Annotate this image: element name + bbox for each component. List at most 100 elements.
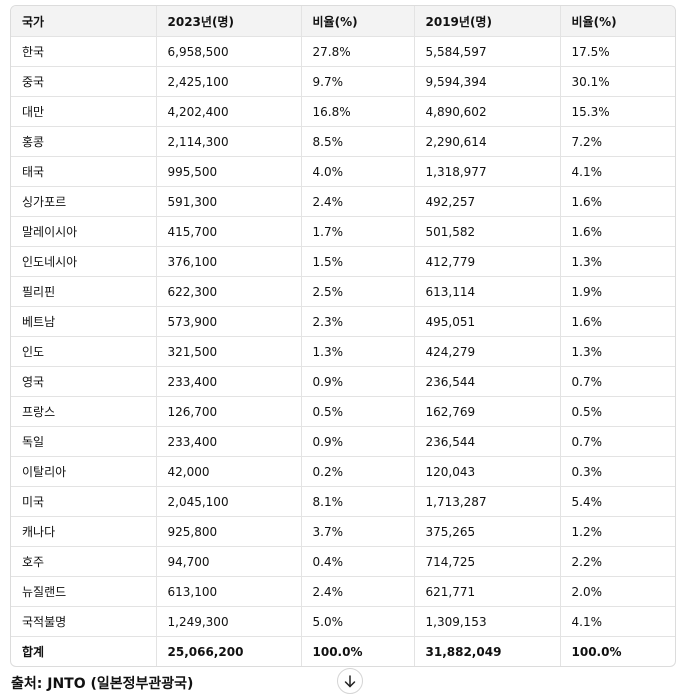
ratio-2019-cell: 0.7% [560,366,675,397]
count-2019-cell: 2,290,614 [414,126,561,157]
total-2023-ratio: 100.0% [301,636,415,666]
table-row: 대만 4,202,400 16.8% 4,890,602 15.3% [11,96,675,127]
ratio-2019-cell: 4.1% [560,606,675,637]
ratio-2019-cell: 1.6% [560,216,675,247]
ratio-2023-cell: 0.4% [301,546,415,577]
count-2019-cell: 495,051 [414,306,561,337]
country-cell: 태국 [11,156,157,187]
count-2023-cell: 1,249,300 [156,606,302,637]
count-2023-cell: 126,700 [156,396,302,427]
country-cell: 말레이시아 [11,216,157,247]
ratio-2019-cell: 5.4% [560,486,675,517]
count-2023-cell: 233,400 [156,366,302,397]
count-2019-cell: 424,279 [414,336,561,367]
country-cell: 인도 [11,336,157,367]
ratio-2023-cell: 1.3% [301,336,415,367]
ratio-2019-cell: 1.3% [560,336,675,367]
count-2023-cell: 995,500 [156,156,302,187]
count-2019-cell: 236,544 [414,426,561,457]
ratio-2023-cell: 8.1% [301,486,415,517]
count-2023-cell: 415,700 [156,216,302,247]
total-2023-count: 25,066,200 [156,636,302,666]
count-2019-cell: 621,771 [414,576,561,607]
header-2023-ratio: 비율(%) [301,6,415,37]
ratio-2023-cell: 0.9% [301,426,415,457]
ratio-2023-cell: 0.9% [301,366,415,397]
ratio-2019-cell: 1.3% [560,246,675,277]
visitor-table: 국가 2023년(명) 비율(%) 2019년(명) 비율(%) 한국 6,958… [11,6,675,666]
table-row: 필리핀 622,300 2.5% 613,114 1.9% [11,276,675,307]
ratio-2019-cell: 0.3% [560,456,675,487]
ratio-2023-cell: 27.8% [301,36,415,67]
table-row: 싱가포르 591,300 2.4% 492,257 1.6% [11,186,675,217]
header-country: 국가 [11,6,157,37]
ratio-2019-cell: 1.6% [560,186,675,217]
ratio-2019-cell: 1.9% [560,276,675,307]
table-row: 중국 2,425,100 9.7% 9,594,394 30.1% [11,66,675,97]
count-2023-cell: 4,202,400 [156,96,302,127]
count-2019-cell: 162,769 [414,396,561,427]
ratio-2023-cell: 0.2% [301,456,415,487]
ratio-2023-cell: 0.5% [301,396,415,427]
ratio-2023-cell: 1.7% [301,216,415,247]
scroll-down-button[interactable] [337,668,363,694]
ratio-2019-cell: 1.6% [560,306,675,337]
country-cell: 영국 [11,366,157,397]
country-cell: 필리핀 [11,276,157,307]
count-2019-cell: 501,582 [414,216,561,247]
table-row: 홍콩 2,114,300 8.5% 2,290,614 7.2% [11,126,675,157]
count-2019-cell: 1,713,287 [414,486,561,517]
ratio-2019-cell: 2.2% [560,546,675,577]
count-2019-cell: 412,779 [414,246,561,277]
ratio-2019-cell: 7.2% [560,126,675,157]
ratio-2023-cell: 2.4% [301,186,415,217]
table-row: 뉴질랜드 613,100 2.4% 621,771 2.0% [11,576,675,607]
country-cell: 홍콩 [11,126,157,157]
source-caption: 출처: JNTO (일본정부관광국) [11,676,194,692]
count-2019-cell: 375,265 [414,516,561,547]
ratio-2019-cell: 4.1% [560,156,675,187]
total-2019-ratio: 100.0% [571,644,622,659]
table-row: 독일 233,400 0.9% 236,544 0.7% [11,426,675,457]
count-2023-cell: 2,045,100 [156,486,302,517]
table-header-row: 국가 2023년(명) 비율(%) 2019년(명) 비율(%) [11,6,675,37]
count-2019-cell: 1,318,977 [414,156,561,187]
count-2023-cell: 376,100 [156,246,302,277]
country-cell: 인도네시아 [11,246,157,277]
country-cell: 국적불명 [11,606,157,637]
table-row: 말레이시아 415,700 1.7% 501,582 1.6% [11,216,675,247]
count-2023-cell: 591,300 [156,186,302,217]
country-cell: 이탈리아 [11,456,157,487]
count-2019-cell: 120,043 [414,456,561,487]
count-2023-cell: 233,400 [156,426,302,457]
ratio-2023-cell: 2.3% [301,306,415,337]
table-row: 미국 2,045,100 8.1% 1,713,287 5.4% [11,486,675,517]
country-cell: 베트남 [11,306,157,337]
count-2019-cell: 5,584,597 [414,36,561,67]
table-row: 인도네시아 376,100 1.5% 412,779 1.3% [11,246,675,277]
country-cell: 미국 [11,486,157,517]
ratio-2019-cell: 0.7% [560,426,675,457]
arrow-down-icon [344,674,356,687]
count-2023-cell: 321,500 [156,336,302,367]
count-2023-cell: 2,425,100 [156,66,302,97]
table-row: 베트남 573,900 2.3% 495,051 1.6% [11,306,675,337]
table-total-row: 합계 25,066,200 100.0% 31,882,049 100.0% [11,636,675,666]
table-row: 프랑스 126,700 0.5% 162,769 0.5% [11,396,675,427]
table-row: 인도 321,500 1.3% 424,279 1.3% [11,336,675,367]
count-2023-cell: 2,114,300 [156,126,302,157]
count-2023-cell: 622,300 [156,276,302,307]
header-2023-count: 2023년(명) [156,6,302,37]
count-2019-cell: 492,257 [414,186,561,217]
country-cell: 중국 [11,66,157,97]
ratio-2019-cell: 0.5% [560,396,675,427]
count-2023-cell: 613,100 [156,576,302,607]
ratio-2023-cell: 9.7% [301,66,415,97]
ratio-2019-cell: 30.1% [560,66,675,97]
ratio-2023-cell: 2.5% [301,276,415,307]
table-row: 한국 6,958,500 27.8% 5,584,597 17.5% [11,36,675,67]
count-2023-cell: 573,900 [156,306,302,337]
ratio-2023-cell: 4.0% [301,156,415,187]
ratio-2019-cell: 17.5% [560,36,675,67]
country-cell: 호주 [11,546,157,577]
